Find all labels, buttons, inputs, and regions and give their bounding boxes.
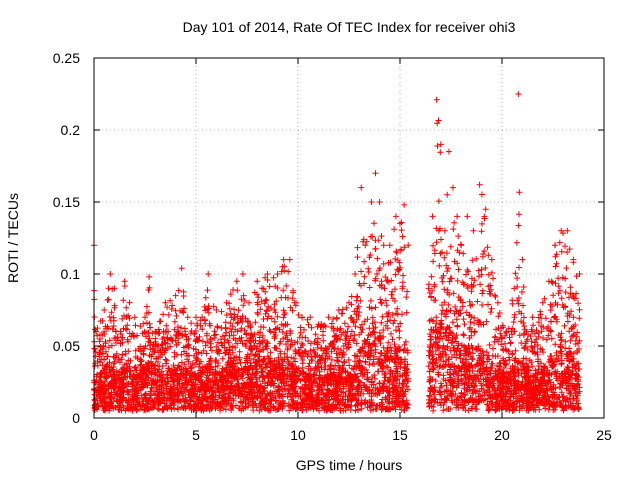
chart-title: Day 101 of 2014, Rate Of TEC Index for r… [183, 19, 516, 35]
y-tick-label: 0.1 [61, 266, 81, 282]
y-tick-label: 0.15 [53, 194, 80, 210]
y-tick-label: 0 [72, 410, 80, 426]
y-axis-ticks: 0 0.05 0.1 0.15 0.2 0.25 [53, 50, 604, 426]
x-tick-label: 10 [290, 427, 306, 443]
plot-frame [93, 57, 605, 419]
y-tick-label: 0.25 [53, 50, 80, 66]
x-tick-label: 0 [90, 427, 98, 443]
grid-lines [94, 58, 604, 418]
x-tick-label: 5 [192, 427, 200, 443]
y-tick-label: 0.05 [53, 338, 80, 354]
x-tick-label: 20 [494, 427, 510, 443]
y-axis-label: ROTI / TECUs [5, 193, 21, 283]
x-tick-label: 25 [596, 427, 612, 443]
x-axis-label: GPS time / hours [296, 457, 403, 473]
y-tick-label: 0.2 [61, 122, 81, 138]
x-axis-ticks: 0 5 10 15 20 25 [90, 58, 612, 443]
x-tick-label: 15 [392, 427, 408, 443]
